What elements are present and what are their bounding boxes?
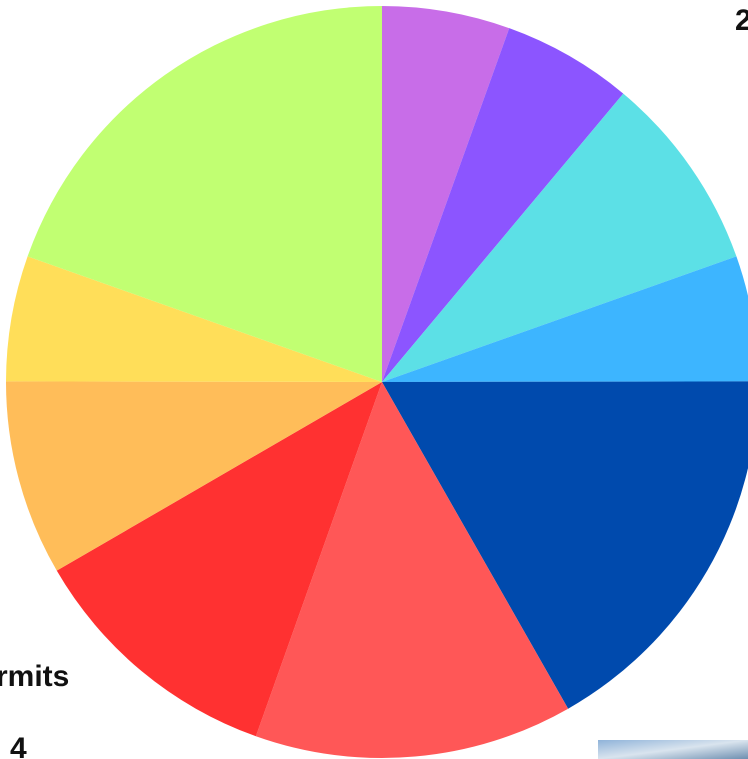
pie-slice bbox=[5, 381, 382, 571]
pie-slice bbox=[255, 382, 569, 758]
annotation: rmits bbox=[0, 660, 69, 693]
annotation: 2 bbox=[735, 4, 748, 37]
pie bbox=[5, 6, 748, 758]
pie-slice bbox=[382, 6, 510, 382]
pie-slice bbox=[6, 256, 383, 382]
pie-slice bbox=[56, 382, 382, 737]
pie-slice bbox=[382, 93, 737, 383]
pie-slice bbox=[382, 28, 624, 383]
pie-slice bbox=[382, 381, 748, 709]
pie-slice bbox=[382, 256, 748, 382]
annotation: 4 bbox=[10, 732, 27, 759]
photo bbox=[598, 740, 748, 759]
pie-slice bbox=[27, 6, 382, 382]
